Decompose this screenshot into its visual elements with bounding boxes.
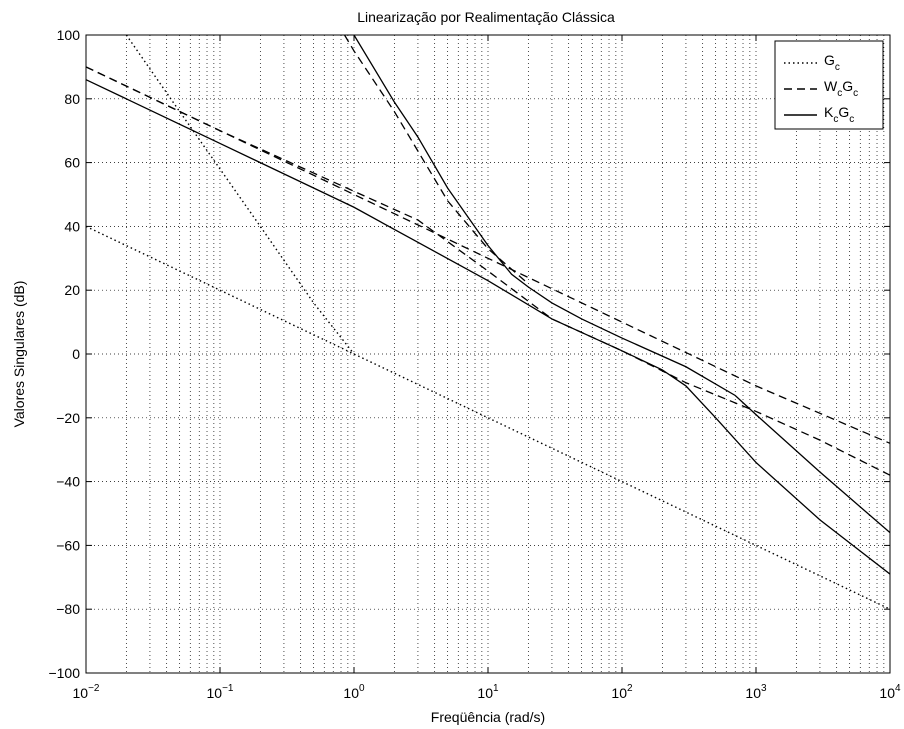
x-axis-label: Freqüência (rad/s) [431, 709, 545, 725]
legend-label-3: KcGc [824, 104, 854, 125]
chart-title: Linearização por Realimentação Clássica [357, 9, 615, 25]
legend-label-1: Gc [824, 52, 840, 73]
series-line-2 [125, 35, 355, 355]
x-tick-label: 102 [611, 683, 633, 701]
y-tick-label: −80 [56, 601, 80, 617]
x-tick-label: 100 [343, 683, 365, 701]
y-tick-label: 80 [64, 91, 80, 107]
y-tick-label: 40 [64, 218, 80, 234]
y-tick-label: −100 [48, 665, 80, 681]
x-tick-label: 104 [879, 683, 901, 701]
y-tick-label: 20 [64, 282, 80, 298]
series-group [86, 35, 890, 610]
x-tick-label: 10−1 [207, 683, 234, 701]
series-line-6 [86, 79, 890, 575]
legend-label-2: WcGc [824, 78, 858, 99]
y-tick-label: 100 [57, 27, 81, 43]
y-tick-label: −60 [56, 537, 80, 553]
y-tick-label: −40 [56, 474, 80, 490]
x-tick-label: 10−2 [73, 683, 100, 701]
legend: Gc WcGc KcGc [774, 40, 884, 130]
y-tick-label: 0 [72, 346, 80, 362]
y-tick-label: −20 [56, 410, 80, 426]
series-line-7 [353, 35, 890, 534]
y-axis-label: Valores Singulares (dB) [11, 281, 27, 428]
ticks: 10−2 10−1 100 101 102 103 104 −100 −80 −60 −40 −20 0… [48, 27, 901, 701]
x-tick-label: 101 [477, 683, 499, 701]
x-tick-label: 103 [745, 683, 767, 701]
y-tick-label: 60 [64, 155, 80, 171]
